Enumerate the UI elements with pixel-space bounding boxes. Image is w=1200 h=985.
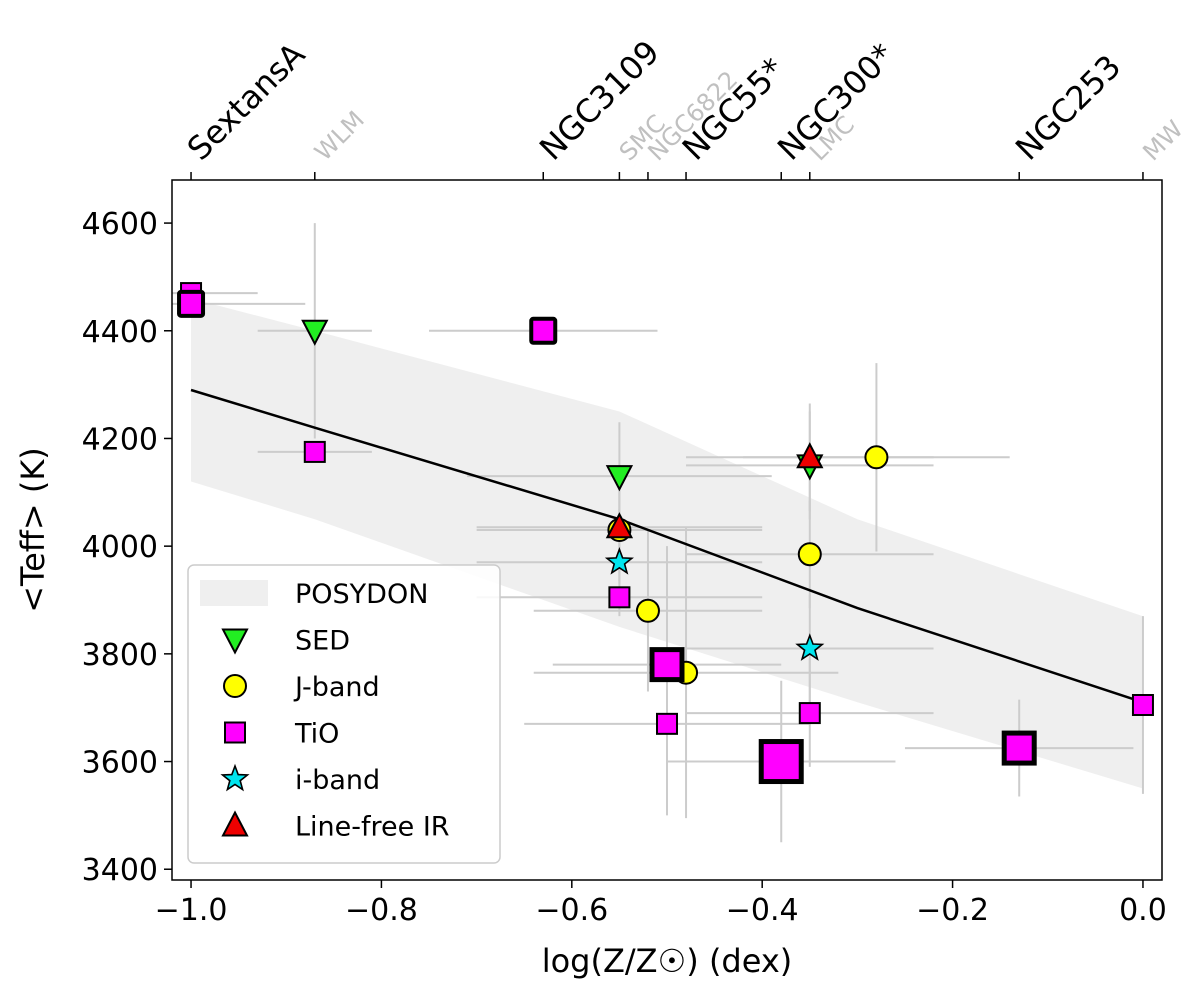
line-free-ir-point-2: [796, 442, 824, 469]
tio-point-5: [608, 586, 631, 609]
legend-marker-linefree: [221, 810, 249, 837]
tio-point-2: [177, 289, 206, 318]
sed-point-2: [605, 465, 634, 492]
legend-label-iband: i-band: [295, 765, 380, 796]
x-axis-label: log(Z/Z☉) (dex): [542, 942, 793, 980]
line-free-ir-point-1: [605, 512, 634, 539]
legend-label-tio: TiO: [294, 719, 339, 750]
x-tick-label-4: −0.4: [726, 893, 799, 928]
sed-point-1: [301, 319, 329, 346]
marker-layer: [177, 282, 1154, 785]
x-tick-label-1: −1.0: [155, 893, 228, 928]
y-tick-label-2: 3600: [82, 746, 158, 781]
tio-point-7: [656, 712, 678, 735]
legend-label-jband: J-band: [293, 672, 380, 703]
legend-marker-jband: [223, 674, 247, 698]
j-band-point-5: [864, 445, 889, 470]
y-tick-label-1: 3400: [82, 853, 158, 888]
y-tick-label-7: 4600: [82, 207, 158, 242]
legend: POSYDON SED J-band TiO i-band Line-free IR: [187, 564, 501, 864]
posydon-band: [191, 298, 1143, 789]
y-tick-label-3: 3800: [82, 638, 158, 673]
j-band-point-4: [797, 542, 822, 567]
y-tick-label-4: 4000: [82, 530, 158, 565]
tio-point-6: [649, 647, 685, 683]
tio-point-9: [798, 702, 821, 725]
tio-point-11: [1131, 694, 1154, 716]
legend-marker-tio: [224, 721, 246, 744]
j-band-point-2: [635, 598, 660, 623]
legend-label-linefree: Line-free IR: [295, 812, 450, 843]
legend-label-posydon: POSYDON: [295, 579, 428, 610]
posydon-band-layer: [191, 298, 1143, 789]
y-tick-label-6: 4400: [82, 315, 158, 350]
y-tick-label-5: 4200: [82, 422, 158, 457]
legend-marker-iband: [220, 763, 250, 792]
axes-layer: −1.0 −0.8 −0.6 −0.4 −0.2 0.0 3400 3600 3800 4000 4…: [14, 207, 1167, 980]
legend-box: [187, 564, 501, 864]
x-tick-label-3: −0.6: [535, 893, 608, 928]
legend-marker-sed: [221, 628, 249, 655]
legend-label-sed: SED: [295, 626, 350, 657]
tio-point-8: [758, 739, 804, 785]
plot-frame: [171, 179, 1163, 881]
x-tick-label-5: −0.2: [916, 893, 989, 928]
i-band-point-1: [604, 547, 634, 575]
y-axis-label: <Teff> (K): [14, 447, 52, 613]
tio-point-3: [303, 440, 326, 463]
tio-point-4: [529, 316, 558, 345]
tio-point-10: [1001, 730, 1037, 766]
i-band-point-2: [795, 633, 825, 661]
legend-swatch-posydon: [200, 580, 268, 606]
x-tick-label-2: −0.8: [345, 893, 418, 928]
x-tick-label-6: 0.0: [1119, 893, 1167, 928]
